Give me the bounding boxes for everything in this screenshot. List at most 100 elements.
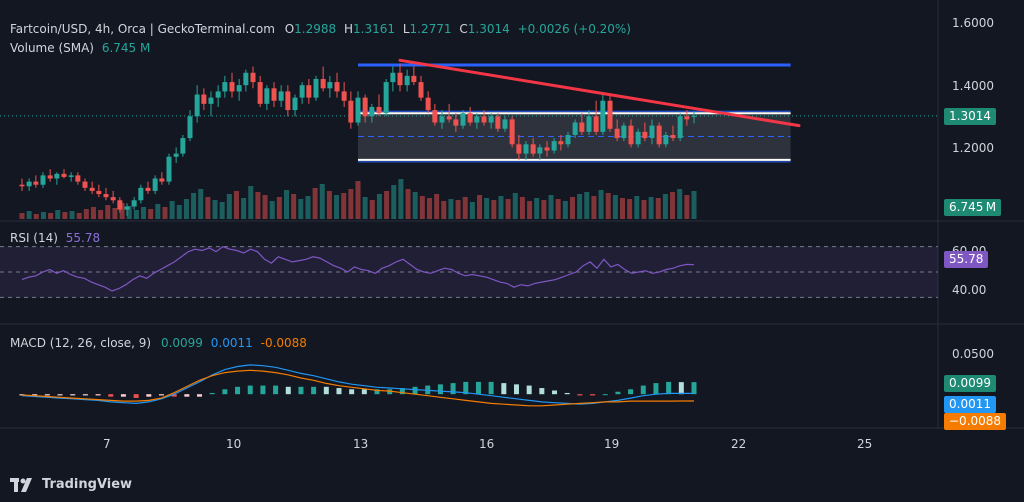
candle-body[interactable] [481,116,487,123]
candle-body[interactable] [355,97,361,123]
candle-body[interactable] [544,147,550,151]
symbol-title[interactable]: Fartcoin/USD, 4h, Orca | GeckoTerminal.c… [10,22,275,36]
candle-body[interactable] [145,187,151,191]
candle-body[interactable] [404,75,410,86]
candle-body[interactable] [201,94,207,104]
tradingview-brand[interactable]: TradingView [10,477,132,492]
candle-body[interactable] [292,97,298,111]
candle-body[interactable] [166,156,172,182]
candle-body[interactable] [243,72,249,86]
candle-body[interactable] [236,85,242,92]
candle-body[interactable] [222,82,228,92]
candle-body[interactable] [488,116,494,123]
candle-body[interactable] [558,141,564,145]
candle-body[interactable] [215,91,221,98]
candle-body[interactable] [26,181,32,187]
macd-line[interactable] [21,364,694,405]
candle-body[interactable] [593,116,599,132]
candle-body[interactable] [691,115,697,117]
candle-body[interactable] [551,141,557,151]
candle-body[interactable] [250,72,256,83]
candle-body[interactable] [621,125,627,139]
candle-body[interactable] [376,106,382,114]
candle-body[interactable] [530,144,536,154]
candle-body[interactable] [117,200,123,210]
candle-body[interactable] [187,116,193,139]
candle-body[interactable] [264,88,270,104]
candle-body[interactable] [649,125,655,139]
candle-body[interactable] [348,100,354,123]
candle-body[interactable] [68,175,74,177]
candle-body[interactable] [523,144,529,154]
candle-body[interactable] [628,125,634,145]
candle-body[interactable] [600,100,606,132]
candle-body[interactable] [474,116,480,123]
candle-body[interactable] [425,97,431,111]
candle-body[interactable] [40,175,46,185]
trendline[interactable] [398,58,801,128]
candle-body[interactable] [180,138,186,154]
candle-body[interactable] [131,200,137,207]
candle-body[interactable] [656,125,662,145]
candle-body[interactable] [341,91,347,101]
macd-label[interactable]: MACD (12, 26, close, 9) [10,336,152,350]
candle-body[interactable] [124,206,130,210]
candle-body[interactable] [684,116,690,120]
candle-body[interactable] [460,113,466,126]
signal-line[interactable] [21,369,694,407]
candle-body[interactable] [173,153,179,157]
candle-body[interactable] [152,178,158,191]
candle-body[interactable] [82,181,88,188]
candle-body[interactable] [103,194,109,198]
candle-body[interactable] [257,82,263,104]
candle-body[interactable] [509,119,515,145]
candle-body[interactable] [369,106,375,117]
candle-body[interactable] [110,197,116,201]
rsi-line[interactable] [21,246,695,292]
rsi-label[interactable]: RSI (14) [10,231,58,245]
candle-body[interactable] [495,116,501,129]
candle-body[interactable] [411,75,417,83]
candle-body[interactable] [271,88,277,101]
candle-body[interactable] [537,147,543,154]
candle-body[interactable] [439,116,445,123]
candle-body[interactable] [502,119,508,129]
candle-body[interactable] [75,175,81,182]
candle-body[interactable] [159,178,165,182]
candle-body[interactable] [89,187,95,191]
candle-body[interactable] [607,100,613,129]
candle-body[interactable] [586,116,592,132]
candle-body[interactable] [278,91,284,101]
candle-body[interactable] [61,173,67,177]
candle-body[interactable] [194,94,200,117]
candle-body[interactable] [285,91,291,111]
candle-body[interactable] [579,122,585,132]
candle-body[interactable] [33,181,39,185]
candle-body[interactable] [320,78,326,89]
candle-body[interactable] [229,82,235,92]
candle-body[interactable] [54,173,60,179]
candle-body[interactable] [306,85,312,98]
candle-body[interactable] [418,82,424,98]
candle-body[interactable] [397,72,403,86]
candle-body[interactable] [96,190,102,195]
candle-body[interactable] [432,110,438,123]
candle-body[interactable] [467,113,473,123]
candle-body[interactable] [642,131,648,139]
candle-body[interactable] [565,134,571,145]
candle-body[interactable] [334,82,340,92]
candle-body[interactable] [362,97,368,117]
candle-body[interactable] [635,131,641,145]
candle-body[interactable] [572,122,578,135]
candle-body[interactable] [390,72,396,83]
candle-body[interactable] [446,116,452,120]
candle-body[interactable] [47,175,53,179]
candle-body[interactable] [670,134,676,139]
candle-body[interactable] [327,82,333,89]
candle-body[interactable] [299,85,305,98]
candle-body[interactable] [614,128,620,139]
volume-label[interactable]: Volume (SMA) [10,41,94,55]
candle-body[interactable] [453,119,459,126]
candle-body[interactable] [138,187,144,201]
